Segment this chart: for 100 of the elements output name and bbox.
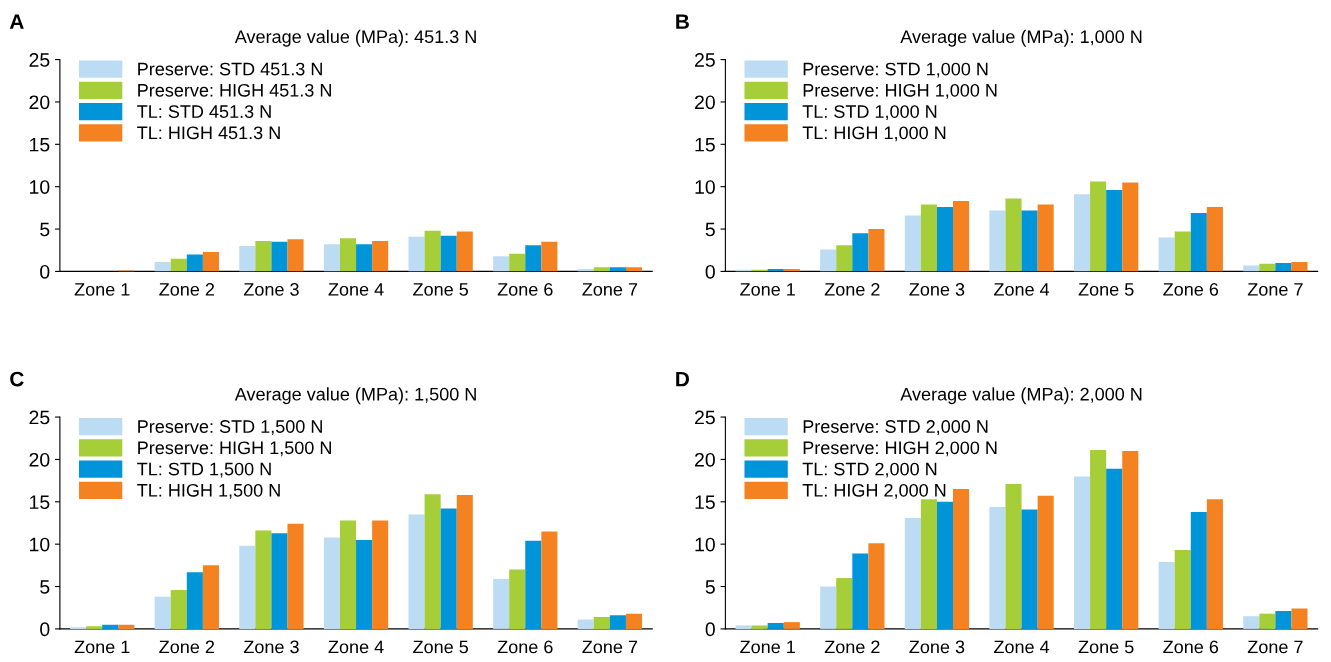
y-tick-label: 0 (40, 264, 50, 279)
legend-label: TL: HIGH 2,000 N (802, 483, 946, 499)
bar (820, 586, 837, 629)
x-tick-label: Zone 6 (497, 283, 553, 296)
y-tick-label: 10 (695, 537, 715, 552)
y-tick-label: 0 (705, 264, 715, 279)
bar (86, 626, 103, 629)
bar (783, 622, 800, 629)
bar (1021, 210, 1038, 272)
bar (593, 267, 610, 272)
bar (456, 231, 473, 272)
bar (904, 215, 921, 272)
bar (1275, 611, 1292, 629)
bar (1037, 495, 1054, 629)
bar (868, 229, 885, 272)
bar (953, 201, 970, 272)
x-tick-label: Zone 1 (740, 640, 795, 654)
bar (920, 204, 937, 272)
bar (323, 537, 340, 629)
bar (836, 245, 853, 272)
bar (440, 235, 457, 272)
x-tick-label: Zone 5 (1078, 640, 1134, 654)
chart-title: Average value (MPa): 1,000 N (900, 29, 1142, 47)
bar (836, 578, 853, 629)
bar (239, 246, 256, 272)
x-tick-label: Zone 1 (74, 640, 130, 654)
x-tick-label: Zone 2 (159, 283, 215, 296)
bar (424, 494, 441, 629)
bar (936, 501, 954, 629)
y-tick-label: 5 (705, 580, 715, 594)
x-tick-label: Zone 3 (909, 283, 965, 296)
y-tick-label: 5 (705, 222, 715, 237)
y-tick-label: 25 (695, 53, 715, 67)
bar (339, 520, 357, 629)
bar (1291, 608, 1308, 629)
bar (493, 578, 510, 629)
y-tick-label: 0 (40, 622, 50, 637)
bar (493, 256, 510, 272)
bar (1122, 182, 1139, 272)
bar (625, 267, 643, 272)
bar (456, 495, 473, 629)
bar (202, 251, 219, 272)
y-tick-label: 20 (29, 95, 50, 110)
bar (1190, 511, 1207, 629)
bar (1090, 181, 1107, 272)
bar (1074, 194, 1091, 272)
bar (239, 545, 256, 629)
bar (1174, 550, 1191, 629)
legend-label: TL: HIGH 451.3 N (137, 126, 280, 140)
bar (1158, 237, 1175, 272)
bar (868, 543, 885, 629)
bar (372, 520, 389, 629)
bar (1005, 198, 1022, 272)
legend-label: TL: HIGH 1,500 N (137, 483, 280, 499)
bar (287, 239, 304, 272)
y-tick-label: 10 (695, 180, 715, 194)
bar (356, 539, 373, 629)
x-tick-label: Zone 4 (328, 640, 384, 654)
bar (154, 596, 171, 629)
y-tick-label: 10 (30, 180, 50, 194)
x-tick-label: Zone 7 (582, 283, 638, 296)
bar (625, 613, 643, 629)
bar (339, 238, 357, 272)
legend-label: Preserve: STD 1,000 N (803, 62, 988, 78)
bar (541, 531, 558, 629)
legend-label: Preserve: STD 451.3 N (138, 62, 322, 76)
text: A (9, 14, 24, 29)
y-tick-label: 0 (705, 622, 715, 637)
text: C (10, 371, 24, 387)
x-tick-label: Zone 1 (740, 283, 795, 296)
legend-label: Preserve: HIGH 2,000 N (803, 441, 997, 457)
bar (1122, 450, 1139, 629)
bar (255, 240, 272, 272)
chart-title: Average value (MPa): 1,500 N (234, 387, 476, 405)
bar (1206, 499, 1223, 629)
bar (509, 569, 526, 629)
bar (1275, 262, 1292, 272)
bar (1021, 509, 1038, 629)
chart-title: Average value (MPa): 451.3 N (234, 29, 476, 47)
bar (1243, 265, 1260, 272)
legend-label: Preserve: STD 1,500 N (138, 420, 322, 436)
bar (820, 249, 837, 272)
x-tick-label: Zone 7 (1247, 283, 1303, 296)
bar (1291, 262, 1308, 272)
text: B (676, 14, 689, 29)
bar (852, 553, 869, 629)
y-tick-label: 15 (695, 495, 715, 510)
bar (202, 565, 219, 629)
bar (170, 258, 187, 272)
bar (1090, 450, 1107, 629)
x-tick-label: Zone 4 (994, 640, 1050, 654)
bar (1158, 561, 1175, 629)
legend-label: TL: STD 451.3 N (137, 105, 271, 118)
y-tick-label: 15 (30, 495, 50, 510)
bar (1259, 613, 1276, 629)
bar (1074, 476, 1091, 629)
x-tick-label: Zone 6 (1163, 640, 1219, 654)
bar (186, 572, 203, 629)
legend-label: TL: STD 1,500 N (137, 462, 271, 478)
y-tick-label: 10 (30, 537, 50, 552)
